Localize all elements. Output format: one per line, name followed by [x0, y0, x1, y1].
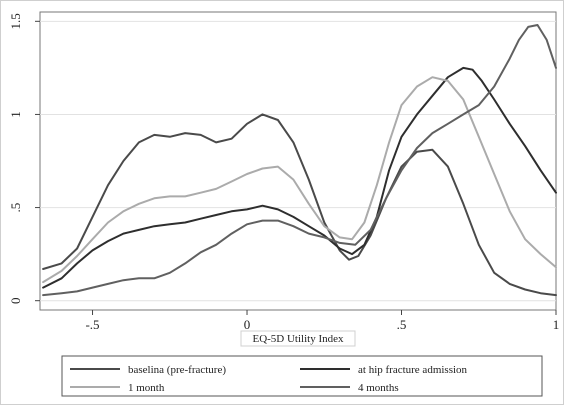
y-tick-label: 1.5: [8, 13, 23, 29]
x-tick-label: .5: [397, 317, 407, 332]
x-axis-label-box: [240, 330, 356, 347]
x-tick-label: 1: [553, 317, 560, 332]
x-axis-label: EQ-5D Utility Index: [252, 333, 344, 345]
x-tick-label: 0: [244, 317, 251, 332]
legend-label-2: at hip fracture admission: [358, 364, 468, 376]
x-tick-label: -.5: [85, 317, 99, 332]
plot-area: [39, 11, 557, 311]
legend-box: [61, 355, 543, 397]
series-line-1: [42, 113, 557, 297]
legend-label-1: baselina (pre-fracture): [128, 364, 226, 376]
legend-label-4: 4 months: [358, 382, 399, 394]
y-tick-label: 1: [8, 111, 23, 118]
legend-label-3: 1 month: [128, 382, 165, 394]
series-line-4: [42, 24, 557, 297]
series-line-2: [42, 66, 557, 289]
y-tick-label: .5: [8, 203, 23, 213]
y-tick-label: 0: [8, 297, 23, 304]
